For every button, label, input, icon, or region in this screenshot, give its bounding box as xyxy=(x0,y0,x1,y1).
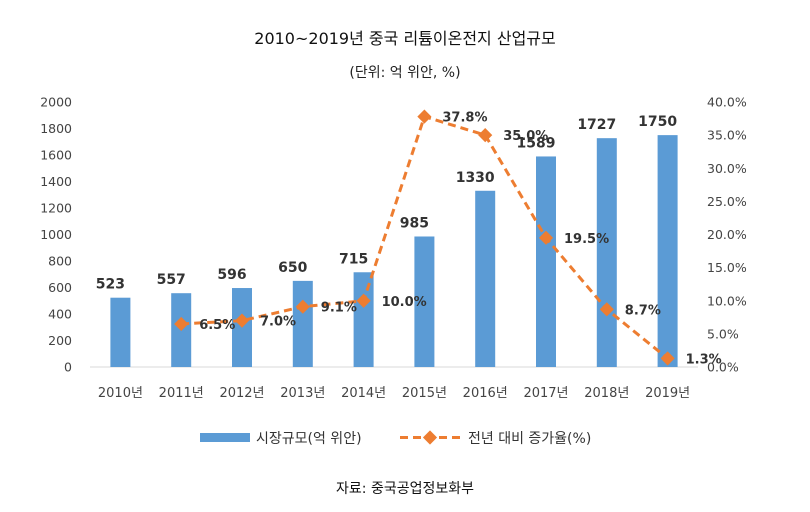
line-data-label: 19.5% xyxy=(564,232,609,247)
legend: 시장규모(억 위안) 전년 대비 증가율(%) xyxy=(200,430,591,447)
right-axis-tick: 15.0% xyxy=(707,260,747,275)
line-series: 6.5% 7.0% 9.1% 10.0% 37.8% 35.0% 19.5% 8.7% 1.3% xyxy=(174,109,722,367)
line-marker xyxy=(478,128,493,143)
left-axis-tick: 1000 xyxy=(40,227,72,242)
x-axis-tick: 2017년 xyxy=(523,386,568,401)
right-axis-tick: 40.0% xyxy=(707,95,747,110)
left-axis-tick: 600 xyxy=(48,280,72,295)
bar xyxy=(353,272,374,367)
line-data-label: 8.7% xyxy=(625,303,661,318)
line-data-label: 10.0% xyxy=(382,295,427,310)
line-marker xyxy=(660,351,675,366)
left-axis-tick: 1600 xyxy=(40,148,72,163)
bar-series xyxy=(110,135,678,367)
line-marker xyxy=(295,299,310,314)
chart-subtitle: (단위: 억 위안, %) xyxy=(349,65,460,81)
x-axis-tick: 2016년 xyxy=(463,386,508,401)
line-data-label: 6.5% xyxy=(199,318,235,333)
bar xyxy=(110,297,131,367)
x-axis: 2010년 2011년 2012년 2013년 2014년 2015년 2016년 2017년… xyxy=(98,386,690,401)
right-axis-tick: 10.0% xyxy=(707,293,747,308)
bar xyxy=(475,190,496,367)
x-axis-tick: 2019년 xyxy=(645,386,690,401)
bar xyxy=(657,135,678,367)
bar xyxy=(536,156,556,367)
line-marker xyxy=(174,316,189,332)
x-axis-tick: 2015년 xyxy=(402,386,447,401)
left-axis-tick: 800 xyxy=(48,254,72,269)
x-axis-tick: 2014년 xyxy=(341,386,386,401)
bar-data-label: 596 xyxy=(217,267,246,283)
line-marker xyxy=(234,313,250,328)
line-marker xyxy=(356,293,371,308)
bar-data-label: 1330 xyxy=(456,170,495,186)
bar-labels: 523 557 596 650 715 985 1330 1589 1727 1750 xyxy=(96,114,678,293)
legend-bar-swatch xyxy=(200,433,250,442)
left-axis-tick: 400 xyxy=(48,307,72,322)
left-axis-tick: 0 xyxy=(64,360,72,375)
legend-bar-label: 시장규모(억 위안) xyxy=(256,431,362,447)
source-note: 자료: 중국공업정보화부 xyxy=(336,481,474,497)
legend-line-marker xyxy=(422,430,438,445)
left-axis-tick: 1800 xyxy=(40,121,72,136)
left-axis: 0 200 400 600 800 1000 1200 1400 1600 1800 2000 xyxy=(40,95,72,375)
right-axis-tick: 5.0% xyxy=(707,326,739,341)
right-axis-tick: 0.0% xyxy=(707,360,739,375)
x-axis-tick: 2011년 xyxy=(159,386,204,401)
line-marker xyxy=(538,230,554,245)
right-axis-tick: 25.0% xyxy=(707,194,747,209)
line-data-label: 35.0% xyxy=(503,129,548,144)
bar-data-label: 523 xyxy=(96,277,125,293)
x-axis-tick: 2010년 xyxy=(98,386,143,401)
legend-line-label: 전년 대비 증가율(%) xyxy=(468,431,591,447)
line-marker xyxy=(599,302,614,317)
left-axis-tick: 2000 xyxy=(40,95,72,110)
bar-data-label: 1750 xyxy=(638,114,677,130)
bar-data-label: 715 xyxy=(339,251,368,267)
chart-title: 2010~2019년 중국 리튬이온전지 산업규모 xyxy=(254,29,555,48)
bar xyxy=(292,280,313,367)
line-marker xyxy=(417,109,432,124)
line-data-label: 9.1% xyxy=(321,301,357,316)
bar-data-label: 557 xyxy=(157,272,186,288)
left-axis-tick: 1200 xyxy=(40,201,72,216)
line-data-label: 1.3% xyxy=(686,352,722,367)
bar-data-label: 1727 xyxy=(577,117,616,133)
right-axis-tick: 20.0% xyxy=(707,227,747,242)
line-data-label: 7.0% xyxy=(260,315,296,330)
x-axis-tick: 2018년 xyxy=(584,386,629,401)
x-axis-tick: 2012년 xyxy=(219,386,264,401)
right-axis-tick: 35.0% xyxy=(707,128,747,143)
left-axis-tick: 1400 xyxy=(40,174,72,189)
bar-data-label: 650 xyxy=(278,260,307,276)
bar xyxy=(414,236,435,367)
x-axis-tick: 2013년 xyxy=(280,386,325,401)
right-axis: 0.0% 5.0% 10.0% 15.0% 20.0% 25.0% 30.0% 35.0% 40… xyxy=(707,95,747,375)
left-axis-tick: 200 xyxy=(48,333,72,348)
bar-data-label: 1589 xyxy=(517,135,556,151)
bar-data-label: 985 xyxy=(400,215,429,231)
bar xyxy=(596,138,617,367)
right-axis-tick: 30.0% xyxy=(707,161,747,176)
line-data-label: 37.8% xyxy=(442,111,487,126)
